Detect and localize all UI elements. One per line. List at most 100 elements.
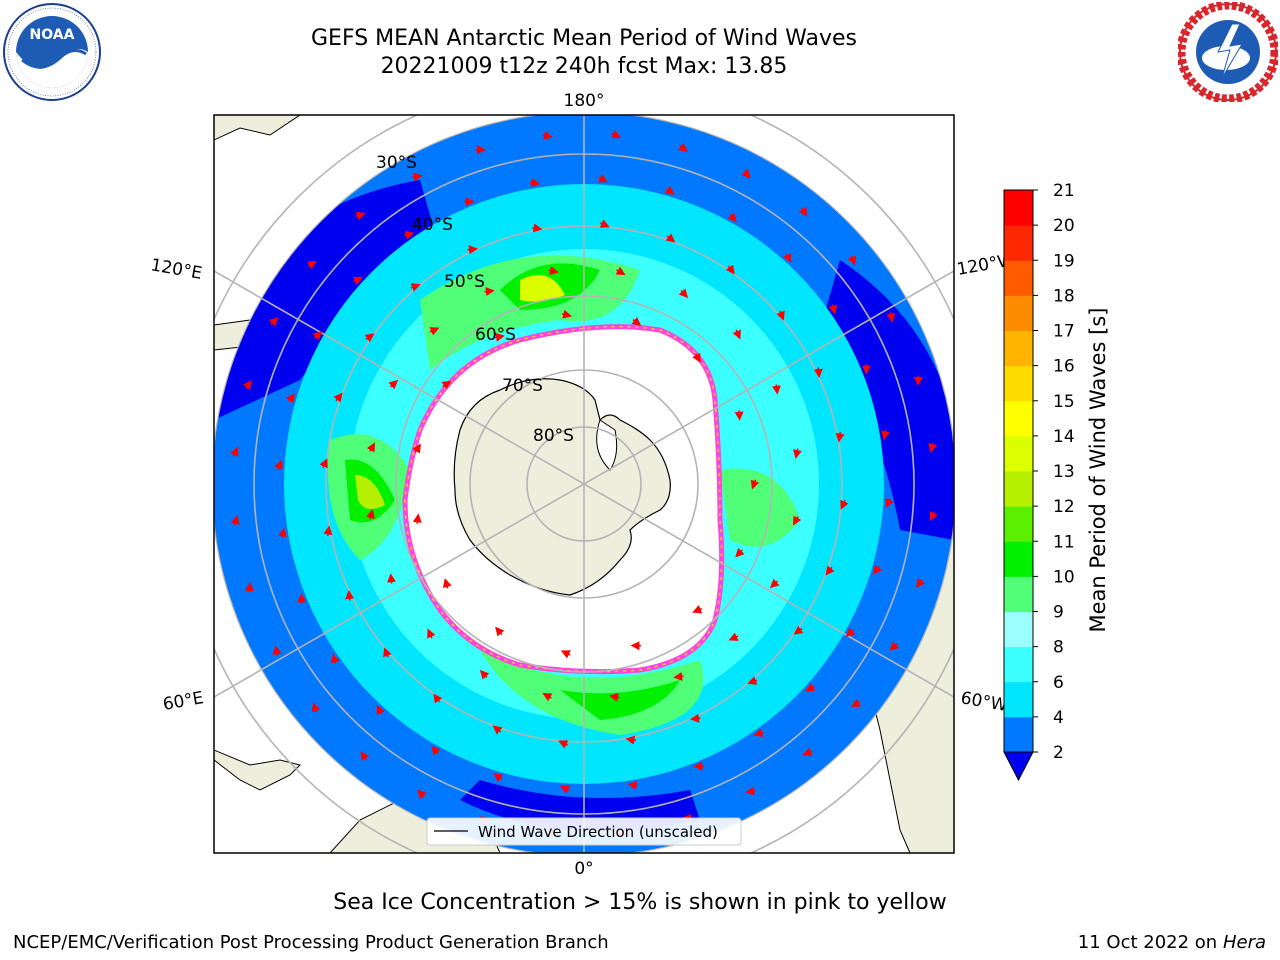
wind-wave-arrow: [412, 172, 423, 182]
wind-wave-arrow: [268, 317, 279, 327]
wind-wave-arrow: [732, 329, 741, 340]
wind-wave-arrow: [881, 429, 890, 441]
wind-wave-arrow: [355, 211, 366, 221]
wind-wave-arrow: [542, 130, 553, 140]
colorbar-tick-label: 13: [1053, 462, 1075, 482]
colorbar-segment: [1004, 681, 1033, 718]
map-legend: Wind Wave Direction (unscaled): [426, 817, 742, 846]
colorbar-tick-label: 17: [1053, 322, 1075, 342]
lon-label-60e: 60°E: [161, 688, 205, 715]
wind-wave-arrow: [242, 379, 252, 390]
wind-wave-arrow: [690, 713, 701, 723]
wind-wave-arrow: [792, 515, 802, 526]
colorbar-tick-label: 14: [1053, 427, 1075, 447]
lon-label-60w: 60°W: [959, 688, 1009, 716]
wind-wave-arrow: [560, 650, 571, 659]
wind-wave-arrow: [559, 785, 570, 794]
wind-wave-arrow: [319, 458, 328, 469]
lat-label-80s: 80°S: [533, 426, 574, 446]
wind-wave-arrow: [798, 206, 808, 217]
wind-wave-arrow: [366, 509, 376, 520]
colorbar-segment: [1004, 225, 1033, 261]
colorbar-tick-label: 21: [1053, 181, 1075, 201]
map-frame: [213, 114, 955, 854]
colorbar-segment: [1004, 576, 1033, 612]
wind-wave-arrow: [664, 185, 675, 195]
wind-wave-arrow: [750, 479, 760, 490]
wind-wave-arrow: [388, 379, 399, 390]
wind-wave-arrow: [725, 264, 735, 275]
wind-wave-arrow: [230, 446, 239, 457]
wind-wave-arrow: [835, 431, 845, 443]
colorbar: 2 4 6 8 9 10 11 12 13 14 15 16 17 18 19 20 21: [1003, 181, 1075, 782]
wind-wave-arrow: [873, 564, 883, 575]
wind-wave-arrow: [928, 442, 938, 453]
colorbar-tick-label: 11: [1053, 532, 1075, 552]
colorbar-segment: [1004, 295, 1033, 331]
wind-wave-arrow: [345, 590, 355, 601]
wind-wave-arrow: [889, 641, 900, 651]
wind-wave-arrow: [330, 653, 340, 664]
colorbar-extend-triangle: [1003, 751, 1034, 782]
colorbar-segment: [1004, 611, 1033, 648]
wind-wave-arrow: [366, 442, 376, 453]
wind-wave-arrow: [741, 168, 751, 179]
credit-text: NCEP/EMC/Verification Post Processing Pr…: [13, 932, 609, 953]
wind-wave-arrow: [792, 448, 802, 459]
wind-wave-arrow: [673, 671, 684, 681]
wind-wave-arrow: [793, 625, 804, 635]
wind-wave-arrow: [467, 245, 478, 255]
noaa-logo: NOAA: [3, 3, 101, 101]
sea-ice-note: Sea Ice Concentration > 15% is shown in …: [333, 890, 947, 915]
wind-wave-arrow: [627, 781, 639, 790]
wind-wave-arrow: [611, 130, 622, 139]
wind-wave-arrow: [404, 230, 415, 240]
colorbar-tick-label: 20: [1053, 216, 1075, 236]
wind-wave-arrow: [278, 527, 287, 539]
colorbar-label: Mean Period of Wind Waves [s]: [1086, 308, 1110, 633]
wind-wave-arrow: [429, 327, 440, 336]
chart-title: GEFS MEAN Antarctic Mean Period of Wind …: [311, 26, 857, 51]
wind-wave-arrow: [845, 627, 856, 637]
colorbar-tick-label: 8: [1053, 638, 1064, 658]
wind-wave-arrow: [427, 628, 436, 639]
wind-wave-arrow: [442, 578, 452, 589]
colorbar-segment: [1004, 471, 1033, 507]
colorbar-segment: [1004, 400, 1033, 437]
wind-wave-arrow: [410, 283, 421, 292]
colorbar-segment: [1004, 646, 1033, 683]
lat-label-40s: 40°S: [412, 215, 453, 235]
wind-wave-arrow: [484, 287, 495, 297]
wind-wave-arrow: [479, 669, 490, 680]
wind-wave-arrow: [333, 392, 343, 403]
wind-wave-arrow: [678, 142, 689, 152]
colorbar-segment: [1004, 716, 1033, 753]
lat-label-70s: 70°S: [502, 376, 543, 396]
wind-wave-arrow: [929, 511, 938, 522]
wind-wave-arrow: [851, 698, 862, 708]
wind-wave-arrow: [431, 745, 441, 756]
wind-wave-arrow: [753, 728, 764, 738]
wind-wave-arrow: [376, 705, 385, 716]
wind-wave-arrow: [323, 525, 333, 537]
lat-label-30s: 30°S: [376, 153, 417, 173]
wind-wave-arrow: [558, 740, 569, 749]
wind-wave-arrow: [494, 332, 505, 342]
wind-wave-arrow: [828, 304, 838, 315]
nws-logo: [1178, 2, 1278, 102]
wind-wave-arrow: [360, 751, 370, 762]
wind-wave-arrow: [285, 393, 295, 404]
colorbar-tick-label: 18: [1053, 286, 1075, 306]
wind-wave-arrows: [230, 130, 938, 838]
colorbar-segment: [1004, 190, 1033, 226]
wind-wave-arrow: [885, 498, 894, 509]
colorbar-tick-label: 10: [1053, 567, 1075, 587]
wind-wave-arrow: [771, 384, 781, 395]
wind-wave-arrow: [802, 747, 813, 757]
colorbar-segment: [1004, 260, 1033, 296]
machine-name: Hera: [1222, 932, 1266, 953]
wind-wave-arrow: [615, 266, 626, 276]
colorbar-tick-label: 19: [1053, 251, 1075, 271]
lon-label-180: 180°: [564, 91, 605, 111]
